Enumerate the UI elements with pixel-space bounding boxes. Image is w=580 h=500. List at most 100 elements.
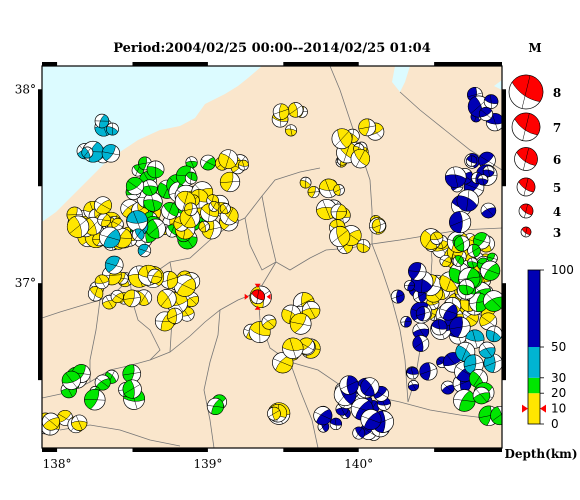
earthquake-beachball xyxy=(490,405,502,426)
magnitude-legend-label: 3 xyxy=(553,226,561,240)
earthquake-beachball xyxy=(412,289,427,303)
lat-tick-label: 37° xyxy=(15,276,36,290)
earthquake-beachball xyxy=(267,406,281,421)
earthquake-beachball xyxy=(93,196,112,215)
lat-tick-label: 38° xyxy=(15,82,36,96)
frame-bar xyxy=(38,283,42,381)
earthquake-beachball xyxy=(104,255,124,275)
earthquake-beachball xyxy=(356,239,371,253)
earthquake-beachball xyxy=(289,313,312,335)
earthquake-beachball xyxy=(406,366,419,380)
map-title: Period:2004/02/25 00:00--2014/02/25 01:0… xyxy=(113,41,431,56)
depth-tick-label: 50 xyxy=(551,340,566,354)
earthquake-beachball xyxy=(440,380,455,395)
earthquake-beachball xyxy=(371,218,386,233)
axis-tick-labels: 138° 139° 140° 38° 37° xyxy=(15,82,373,471)
depth-scale-title: Depth(km) xyxy=(504,447,577,461)
map-frame-ticks xyxy=(38,62,506,452)
earthquake-beachball xyxy=(299,176,312,189)
earthquake-beachball xyxy=(131,228,145,242)
earthquake-beachball xyxy=(200,154,216,171)
earthquake-beachball xyxy=(147,268,163,284)
frame-bar xyxy=(38,89,42,187)
earthquake-beachball xyxy=(330,203,347,220)
earthquake-beachball xyxy=(478,341,496,359)
earthquake-beachball xyxy=(358,118,377,137)
earthquake-beachball xyxy=(238,159,249,171)
earthquake-beachball xyxy=(313,406,333,426)
earthquake-beachball xyxy=(439,302,458,321)
target-event-marker xyxy=(244,283,271,310)
earthquake-beachball xyxy=(143,192,163,212)
earthquake-beachball xyxy=(272,103,290,120)
frame-bar xyxy=(283,62,359,66)
earthquake-beachball xyxy=(161,202,179,220)
frame-bar xyxy=(502,89,506,187)
target-arrow xyxy=(244,293,249,300)
depth-tick-label: 0 xyxy=(551,417,559,431)
earthquake-beachball xyxy=(472,386,491,405)
earthquake-beachball xyxy=(301,301,321,320)
magnitude-legend: M 8 7 6 5 4 3 xyxy=(508,41,561,240)
frame-bar xyxy=(434,448,502,452)
frame-bar xyxy=(434,62,502,66)
magnitude-legend-label: 5 xyxy=(553,181,561,195)
earthquake-beachball xyxy=(94,274,110,290)
map-area xyxy=(42,66,502,448)
earthquake-beachball xyxy=(145,218,166,239)
earthquake-beachball xyxy=(42,412,60,431)
earthquake-beachball xyxy=(452,255,465,267)
earthquake-beachball xyxy=(483,290,502,312)
earthquake-beachball xyxy=(94,374,111,391)
earthquake-beachball xyxy=(137,243,152,258)
earthquake-beachball xyxy=(430,231,444,245)
magnitude-legend-symbol xyxy=(511,112,541,142)
target-arrow xyxy=(266,293,271,300)
depth-marker-arrow xyxy=(522,404,528,413)
earthquake-beachball xyxy=(219,171,241,193)
earthquake-beachball xyxy=(412,335,430,352)
earthquake-beachball xyxy=(261,314,277,330)
depth-color-band xyxy=(528,347,540,378)
frame-bar xyxy=(132,62,208,66)
earthquake-beachball xyxy=(71,414,88,431)
earthquake-beachball xyxy=(482,165,495,178)
earthquake-beachball xyxy=(360,409,382,431)
target-arrow xyxy=(254,283,261,288)
sea-sado-channel xyxy=(392,66,410,92)
earthquake-beachball xyxy=(454,235,470,252)
earthquake-beachball xyxy=(431,319,448,336)
magnitude-legend-label: 7 xyxy=(553,121,561,135)
earthquake-beachball xyxy=(141,179,158,196)
earthquake-beachball xyxy=(66,215,90,238)
frame-bar xyxy=(283,448,359,452)
frame-bar xyxy=(132,448,208,452)
depth-color-band xyxy=(528,393,540,424)
depth-tick-label: 10 xyxy=(551,402,566,416)
lon-tick-label: 140° xyxy=(344,457,373,471)
depth-tick-label: 100 xyxy=(551,263,574,277)
depth-tick-label: 30 xyxy=(551,371,566,385)
sea-pacific xyxy=(494,80,502,90)
earthquake-beachball xyxy=(282,337,304,359)
magnitude-legend-label: 8 xyxy=(553,86,561,100)
earthquake-beachball xyxy=(81,146,94,159)
earthquake-beachball xyxy=(453,389,476,412)
earthquake-beachball xyxy=(110,289,124,304)
frame-bar xyxy=(42,448,58,452)
frame-bar xyxy=(42,62,58,66)
earthquake-beachball xyxy=(184,202,198,216)
earthquake-beachball xyxy=(400,315,412,328)
depth-marker-arrow xyxy=(540,404,546,413)
depth-color-band xyxy=(528,270,540,347)
sea-japan-sea xyxy=(42,66,262,222)
earthquake-beachball xyxy=(390,289,405,304)
earthquake-beachball xyxy=(307,186,320,199)
magnitude-legend-title: M xyxy=(528,41,541,55)
earthquake-beachball xyxy=(465,155,478,167)
earthquake-beachball xyxy=(473,232,491,250)
magnitude-legend-symbol xyxy=(514,147,538,171)
earthquake-beachball xyxy=(458,279,475,296)
